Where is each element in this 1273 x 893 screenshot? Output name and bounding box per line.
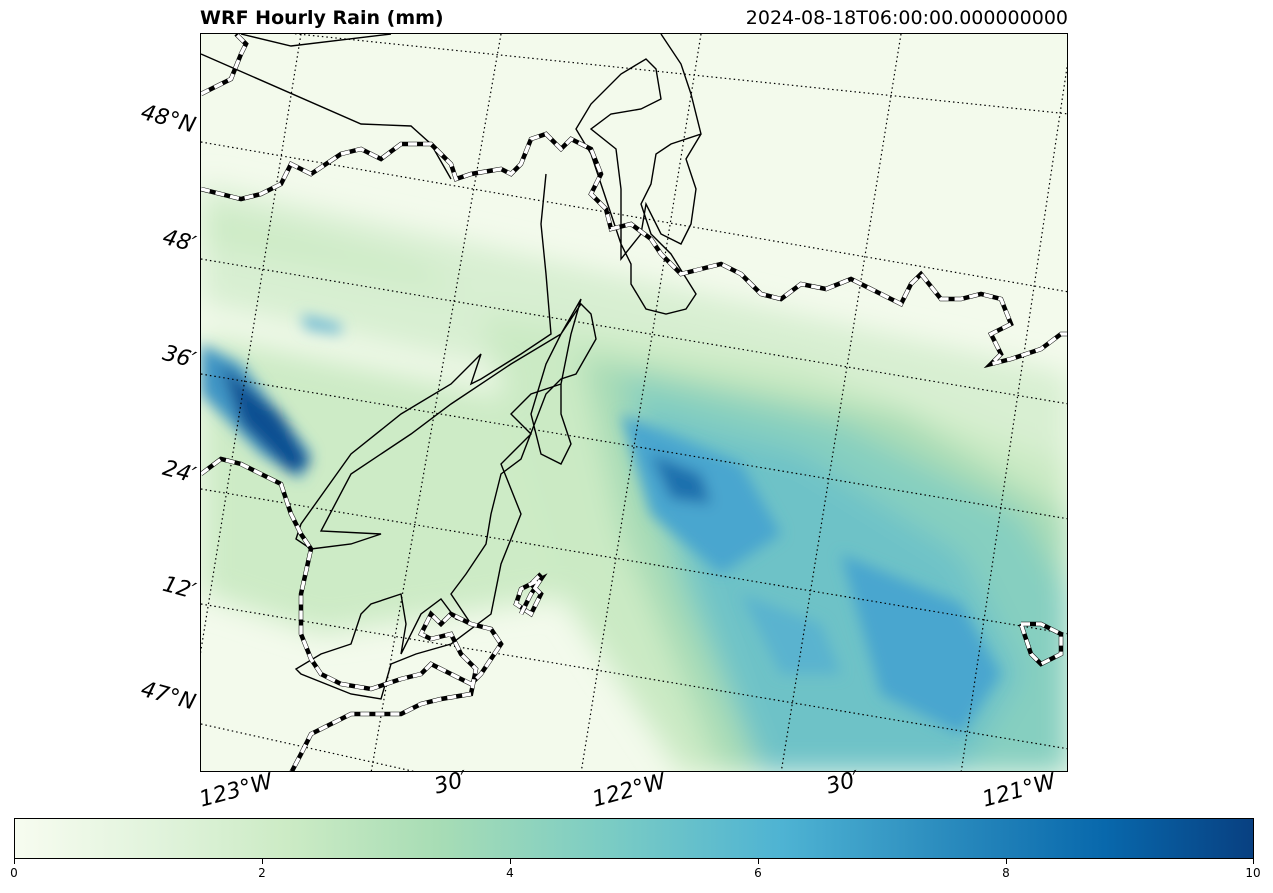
lon-label-123w: 123°W <box>196 769 276 813</box>
colorbar-label-4: 4 <box>506 866 514 880</box>
colorbar-tick <box>1253 859 1254 864</box>
colorbar-tick <box>14 859 15 864</box>
map-canvas <box>201 34 1067 771</box>
rain-map[interactable] <box>200 33 1068 772</box>
lon-label-122w: 122°W <box>589 769 669 813</box>
colorbar-label-10: 10 <box>1245 866 1261 880</box>
border-line <box>201 34 1067 771</box>
map-title: WRF Hourly Rain (mm) <box>200 7 444 29</box>
colorbar-tick <box>1006 859 1007 864</box>
lat-label-47n: 47°N <box>138 677 199 716</box>
colorbar <box>14 818 1254 859</box>
colorbar-label-2: 2 <box>258 866 266 880</box>
colorbar-tick <box>262 859 263 864</box>
lat-label-48m: 48′ <box>159 224 199 258</box>
colorbar-label-8: 8 <box>1002 866 1010 880</box>
lat-label-12m: 12′ <box>159 571 199 605</box>
rain-cores <box>201 314 1001 734</box>
coastline <box>201 34 702 700</box>
lon-label-121w: 121°W <box>979 769 1059 813</box>
lat-label-36m: 36′ <box>159 340 199 374</box>
colorbar-tick <box>758 859 759 864</box>
colorbar-label-6: 6 <box>754 866 762 880</box>
valid-time: 2024-08-18T06:00:00.000000000 <box>745 7 1068 29</box>
colorbar-tick <box>510 859 511 864</box>
lat-label-24m: 24′ <box>159 455 199 489</box>
colorbar-label-0: 0 <box>10 866 18 880</box>
lat-label-48n: 48°N <box>138 100 199 139</box>
